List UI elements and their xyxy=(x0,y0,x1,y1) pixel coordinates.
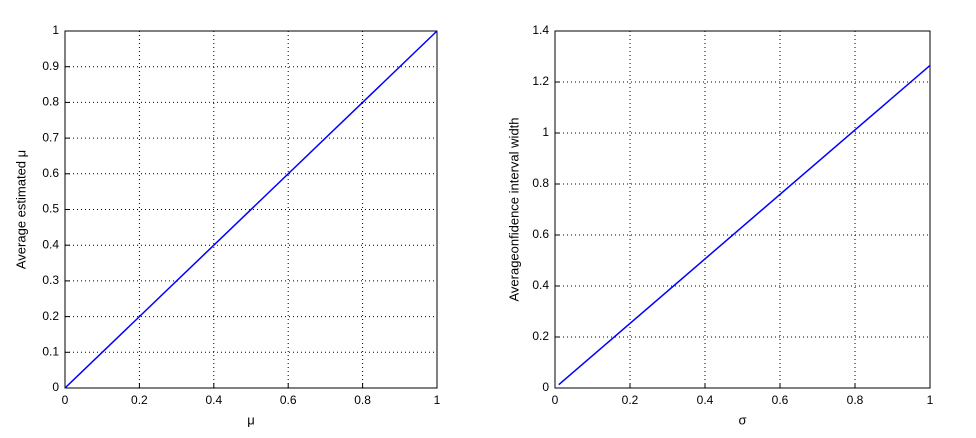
y-axis-label: Average estimated μ xyxy=(13,150,28,269)
y-tick-label: 0.5 xyxy=(42,202,59,216)
y-tick-label: 0.2 xyxy=(42,309,59,323)
x-tick-label: 1 xyxy=(927,393,934,407)
x-tick-label: 0.6 xyxy=(772,393,789,407)
x-tick-label: 0.6 xyxy=(280,393,297,407)
y-tick-label: 0.4 xyxy=(532,278,549,292)
axes-box xyxy=(554,30,931,389)
y-tick-label: 1 xyxy=(542,125,549,139)
y-tick-label: 0.6 xyxy=(42,166,59,180)
axes: 0 0.2 0.4 0.6 0.8 1 0 0.1 0.2 0.3 0.4 0.5 0.6 0.7 0.8 0… xyxy=(42,23,440,407)
x-tick-label: 0.4 xyxy=(205,393,222,407)
y-tick-label: 0.3 xyxy=(42,273,59,287)
data-line xyxy=(558,64,931,386)
x-tick-label: 1 xyxy=(434,393,441,407)
x-tick-label: 0 xyxy=(552,393,559,407)
x-tick-label: 0.8 xyxy=(847,393,864,407)
y-tick-label: 0.8 xyxy=(42,95,59,109)
x-tick-label: 0.2 xyxy=(131,393,148,407)
plot-area xyxy=(555,31,930,388)
y-tick-label: 0.1 xyxy=(42,344,59,358)
axes: 0 0.2 0.4 0.6 0.8 1 0 0.2 0.4 0.6 0.8 1 1.2 1.4 xyxy=(532,23,933,407)
y-tick-label: 0.9 xyxy=(42,59,59,73)
y-axis-label: Averageonfidence interval width xyxy=(506,117,521,301)
x-tick-label: 0.4 xyxy=(697,393,714,407)
x-axis-label: μ xyxy=(247,412,255,427)
y-tick-label: 1.4 xyxy=(532,23,549,37)
y-tick-label: 0.4 xyxy=(42,237,59,251)
x-tick-label: 0 xyxy=(62,393,69,407)
y-tick-label: 0.7 xyxy=(42,130,59,144)
y-tick-label: 1 xyxy=(52,23,59,37)
x-tick-label: 0.8 xyxy=(354,393,371,407)
data-line xyxy=(64,30,438,389)
axes-box xyxy=(64,30,438,389)
y-tick-label: 1.2 xyxy=(532,74,549,88)
y-tick-label: 0.2 xyxy=(532,329,549,343)
x-axis-label: σ xyxy=(738,412,746,427)
x-tick-label: 0.2 xyxy=(622,393,639,407)
y-tick-label: 0.8 xyxy=(532,176,549,190)
y-tick-label: 0 xyxy=(542,380,549,394)
y-tick-label: 0 xyxy=(52,380,59,394)
y-tick-label: 0.6 xyxy=(532,227,549,241)
